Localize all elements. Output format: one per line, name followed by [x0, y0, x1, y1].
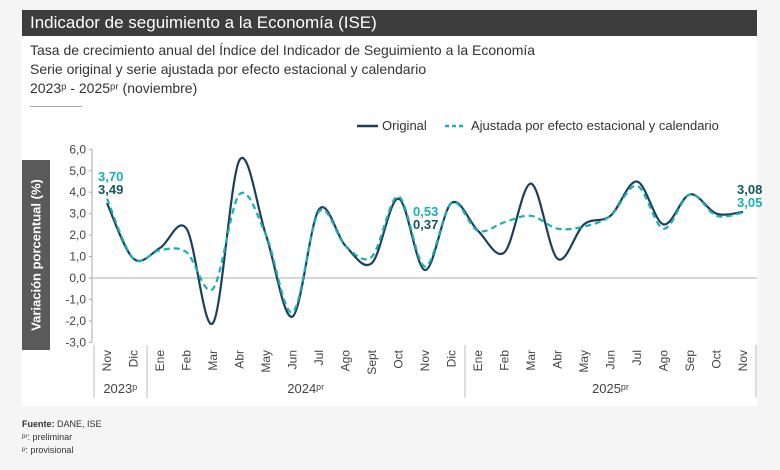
x-tick-label: Ago [339, 350, 353, 372]
x-tick-label: Abr [233, 350, 247, 369]
divider [30, 106, 82, 107]
data-label: 3,70 [98, 169, 123, 184]
x-tick-label: Dic [127, 350, 141, 367]
x-tick-label: Sep [683, 350, 697, 372]
x-tick-label: Jul [312, 350, 326, 365]
year-label: 2024ᵖʳ [287, 381, 324, 396]
y-axis-label-box [22, 160, 50, 350]
note-provisional: ᵖ: provisional [22, 445, 74, 455]
x-tick-label: Nov [100, 350, 114, 371]
source: DANE, ISE [54, 419, 102, 429]
data-label: 3,49 [98, 182, 123, 197]
y-tick-label: 3,0 [69, 207, 86, 221]
x-tick-label: Jun [286, 350, 300, 369]
data-label: 0,53 [413, 204, 438, 219]
x-tick-label: Abr [551, 350, 565, 369]
y-tick-label: 5,0 [69, 164, 86, 178]
x-tick-label: May [577, 350, 591, 373]
y-tick-label: -2,0 [65, 314, 86, 328]
chart-title: Indicador de seguimiento a la Economía (… [22, 10, 757, 36]
year-label: 2025ᵖʳ [592, 381, 629, 396]
y-tick-label: -1,0 [65, 292, 86, 306]
legend-original-label: Original [382, 118, 427, 133]
source-label: Fuente: [22, 419, 55, 429]
x-tick-label: Jun [604, 350, 618, 369]
subtitle-period: 2023ᵖ - 2025ᵖʳ (noviembre) [30, 80, 198, 96]
y-tick-label: 6,0 [69, 142, 86, 156]
x-tick-label: Sept [365, 349, 379, 374]
x-tick-label: Nov [736, 350, 750, 371]
subtitle: Tasa de crecimiento anual del Índice del… [30, 42, 536, 58]
x-tick-label: Ago [657, 350, 671, 372]
data-label: 0,37 [413, 217, 438, 232]
x-tick-label: Mar [206, 350, 220, 371]
x-tick-label: Feb [180, 350, 194, 371]
footnotes: Fuente: DANE, ISE ᵖʳ: preliminar ᵖ: prov… [22, 418, 102, 457]
x-tick-label: Ene [471, 350, 485, 372]
y-tick-label: 1,0 [69, 250, 86, 264]
x-tick-label: Ene [153, 350, 167, 372]
subtitle: Serie original y serie ajustada por efec… [30, 61, 427, 77]
y-tick-label: -3,0 [65, 335, 86, 349]
x-tick-label: Nov [418, 350, 432, 371]
x-tick-label: Dic [445, 350, 459, 367]
y-tick-label: 4,0 [69, 185, 86, 199]
y-tick-label: 0,0 [69, 271, 86, 285]
note-preliminar: ᵖʳ: preliminar [22, 432, 73, 442]
x-tick-label: Mar [524, 350, 538, 371]
year-label: 2023ᵖ [103, 381, 137, 396]
x-tick-label: May [259, 350, 273, 373]
data-label: 3,05 [737, 195, 762, 210]
legend-adjusted-label: Ajustada por efecto estacional y calenda… [471, 118, 719, 133]
original-series-line [106, 156, 744, 325]
x-tick-label: Oct [710, 349, 724, 368]
data-label: 3,08 [737, 182, 762, 197]
adjusted-series-line [105, 184, 744, 314]
x-tick-label: Jul [630, 350, 644, 365]
x-tick-label: Feb [498, 350, 512, 371]
x-tick-label: Oct [392, 349, 406, 368]
y-tick-label: 2,0 [69, 228, 86, 242]
